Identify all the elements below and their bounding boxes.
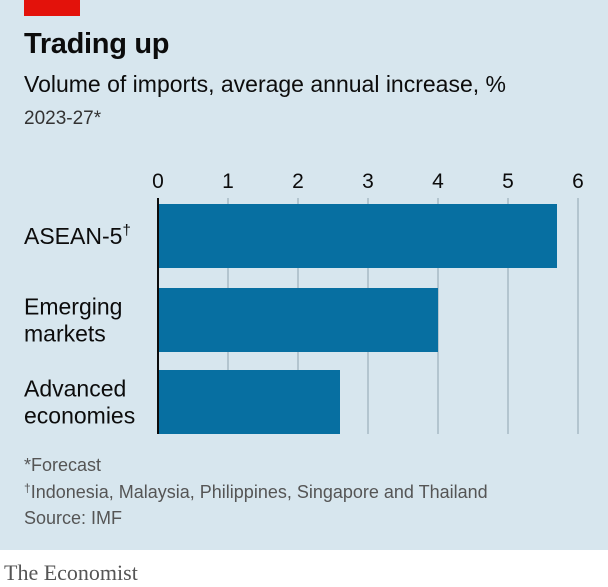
economist-logo: The Economist: [4, 560, 138, 585]
x-tick-label: 4: [432, 170, 444, 193]
category-label: Advanced economies: [24, 376, 135, 429]
countries-note: †Indonesia, Malaysia, Philippines, Singa…: [24, 480, 488, 502]
chart-panel: Trading up Volume of imports, average an…: [0, 0, 608, 550]
bar: [158, 288, 438, 352]
bar: [158, 370, 340, 434]
chart-notes: *Forecast †Indonesia, Malaysia, Philippi…: [24, 452, 488, 532]
category-label: Emerging markets: [24, 294, 122, 347]
source-note: Source: IMF: [24, 508, 123, 528]
chart-subtitle: Volume of imports, average annual increa…: [24, 71, 506, 97]
x-tick-label: 3: [362, 170, 374, 193]
footer: The Economist: [0, 550, 608, 587]
x-tick-label: 6: [572, 170, 584, 193]
brand-red-tag: [24, 0, 80, 16]
forecast-note: *Forecast: [24, 455, 102, 475]
chart-title: Trading up: [24, 28, 170, 60]
x-tick-label: 0: [152, 170, 164, 193]
category-label: ASEAN-5†: [24, 222, 131, 249]
x-tick-label: 2: [292, 170, 304, 193]
x-tick-label: 5: [502, 170, 514, 193]
x-tick-label: 1: [222, 170, 234, 193]
bar-chart: 0 1 2 3 4 5 6 ASEAN-5† Emerging markets Advanced ec…: [24, 170, 584, 434]
bar: [158, 204, 557, 268]
chart-period: 2023-27*: [24, 108, 102, 129]
